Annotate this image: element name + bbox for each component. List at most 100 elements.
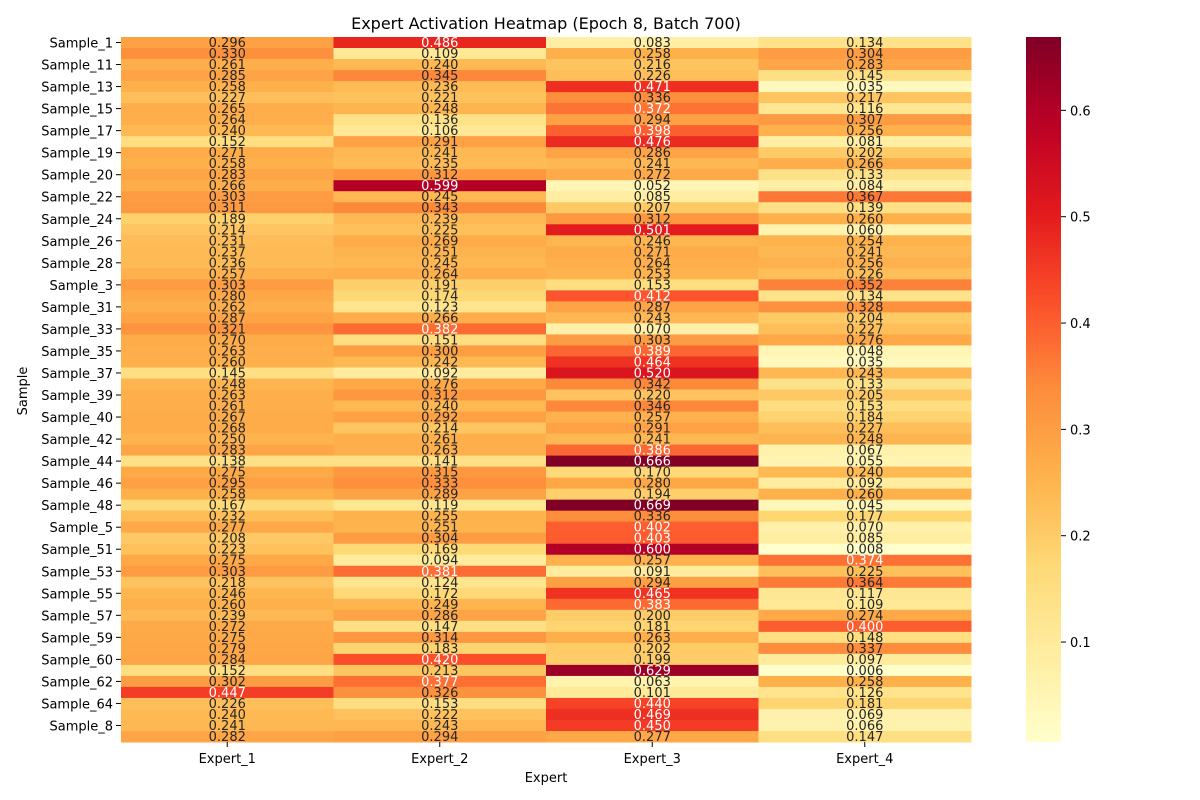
cell-value-label: 0.170 <box>634 466 671 481</box>
heatmap-cell <box>546 191 759 203</box>
heatmap-cell <box>121 345 334 357</box>
cell-value-label: 0.060 <box>846 223 883 238</box>
cell-value-label: 0.248 <box>209 377 246 392</box>
heatmap-cell <box>333 675 547 688</box>
cell-value-label: 0.272 <box>634 168 671 183</box>
cell-value-label: 0.092 <box>421 366 458 381</box>
cell-value-label: 0.346 <box>634 400 671 415</box>
heatmap-cell <box>758 158 972 170</box>
heatmap-cell <box>758 730 972 743</box>
cell-value-label: 0.134 <box>846 289 883 304</box>
cell-value-label: 0.296 <box>209 36 246 51</box>
cell-value-label: 0.260 <box>846 488 883 503</box>
heatmap-cell <box>546 279 759 291</box>
cell-value-label: 0.242 <box>421 355 458 370</box>
y-tick-label: Sample_59 <box>41 631 113 646</box>
cell-value-label: 0.240 <box>846 466 883 481</box>
colorbar-tick-label: 0.3 <box>1070 423 1091 438</box>
heatmap-cell <box>758 70 972 82</box>
heatmap-cell <box>758 631 972 644</box>
cell-value-label: 0.276 <box>846 333 883 348</box>
heatmap-cell <box>121 180 334 192</box>
heatmap-cell <box>546 48 759 60</box>
cell-value-label: 0.321 <box>209 322 246 337</box>
cell-value-label: 0.133 <box>846 168 883 183</box>
cell-value-label: 0.336 <box>634 510 671 525</box>
heatmap-cell <box>333 609 547 622</box>
heatmap-cell <box>121 532 334 545</box>
cell-value-label: 0.123 <box>421 300 458 315</box>
heatmap-cell <box>546 730 759 743</box>
heatmap-cell <box>121 202 334 214</box>
cell-value-label: 0.134 <box>846 36 883 51</box>
cell-value-label: 0.085 <box>634 190 671 205</box>
heatmap-cell <box>758 268 972 280</box>
heatmap-cell <box>333 653 547 666</box>
cell-value-label: 0.243 <box>846 366 883 381</box>
cell-value-label: 0.181 <box>846 697 883 712</box>
heatmap-cell <box>333 565 547 578</box>
cell-value-label: 0.328 <box>846 300 883 315</box>
heatmap-cell <box>333 455 547 468</box>
cell-value-label: 0.070 <box>634 322 671 337</box>
cell-value-label: 0.283 <box>846 58 883 73</box>
y-tick-label: Sample_46 <box>41 477 113 492</box>
cell-value-label: 0.286 <box>421 609 458 624</box>
heatmap-cell <box>758 543 972 556</box>
heatmap-cell <box>546 708 759 721</box>
y-tick-label: Sample_22 <box>41 191 113 206</box>
y-tick-label: Sample_33 <box>41 323 113 338</box>
cell-value-label: 0.272 <box>209 620 246 635</box>
heatmap-cell <box>333 620 547 633</box>
heatmap-cell <box>758 37 972 49</box>
cell-value-label: 0.277 <box>634 730 671 745</box>
y-tick-label: Sample_39 <box>41 389 113 404</box>
cell-value-label: 0.243 <box>421 719 458 734</box>
y-tick-label: Sample_44 <box>41 455 113 470</box>
heatmap-cell <box>121 730 334 743</box>
heatmap-cell <box>758 103 972 115</box>
chart-title: Expert Activation Heatmap (Epoch 8, Batc… <box>351 14 741 33</box>
heatmap-cell <box>758 169 972 181</box>
heatmap-cell <box>333 92 547 104</box>
heatmap-cell <box>546 510 759 523</box>
heatmap-cell <box>333 642 547 655</box>
cell-value-label: 0.239 <box>209 609 246 624</box>
cell-value-label: 0.292 <box>421 411 458 426</box>
heatmap-cell <box>758 345 972 357</box>
heatmap-cell <box>121 158 334 170</box>
heatmap-cell <box>333 488 547 501</box>
heatmap-cell <box>121 378 334 390</box>
cell-value-label: 0.464 <box>634 355 671 370</box>
cell-value-label: 0.283 <box>209 168 246 183</box>
colorbar-tick-label: 0.5 <box>1070 211 1091 226</box>
cell-value-label: 0.208 <box>209 532 246 547</box>
cell-value-label: 0.008 <box>846 543 883 558</box>
heatmap-cell <box>546 356 759 368</box>
cell-value-label: 0.148 <box>846 631 883 646</box>
heatmap-cell <box>121 224 334 236</box>
heatmap-cell <box>333 224 547 236</box>
heatmap-cell <box>758 642 972 655</box>
cell-value-label: 0.147 <box>421 620 458 635</box>
cell-value-label: 0.035 <box>846 80 883 95</box>
heatmap-cell <box>758 444 972 457</box>
cell-value-label: 0.085 <box>846 532 883 547</box>
cell-value-label: 0.063 <box>634 675 671 690</box>
heatmap-cell <box>546 345 759 357</box>
y-tick-label: Sample_55 <box>41 587 113 602</box>
cell-value-label: 0.174 <box>421 289 458 304</box>
heatmap-cell-labels: 0.296 0.486 0.083 0.134 0.330 0.109 0.258 0.304… <box>209 36 884 745</box>
heatmap-cell <box>546 246 759 258</box>
cell-value-label: 0.263 <box>421 444 458 459</box>
cell-value-label: 0.412 <box>634 289 671 304</box>
heatmap-cell <box>121 125 334 137</box>
cell-value-label: 0.109 <box>846 598 883 613</box>
colorbar-tick-label: 0.2 <box>1070 530 1091 545</box>
cell-value-label: 0.153 <box>634 278 671 293</box>
cell-value-label: 0.258 <box>209 157 246 172</box>
cell-value-label: 0.312 <box>421 168 458 183</box>
y-tick-label: Sample_57 <box>41 609 113 624</box>
cell-value-label: 0.249 <box>421 598 458 613</box>
